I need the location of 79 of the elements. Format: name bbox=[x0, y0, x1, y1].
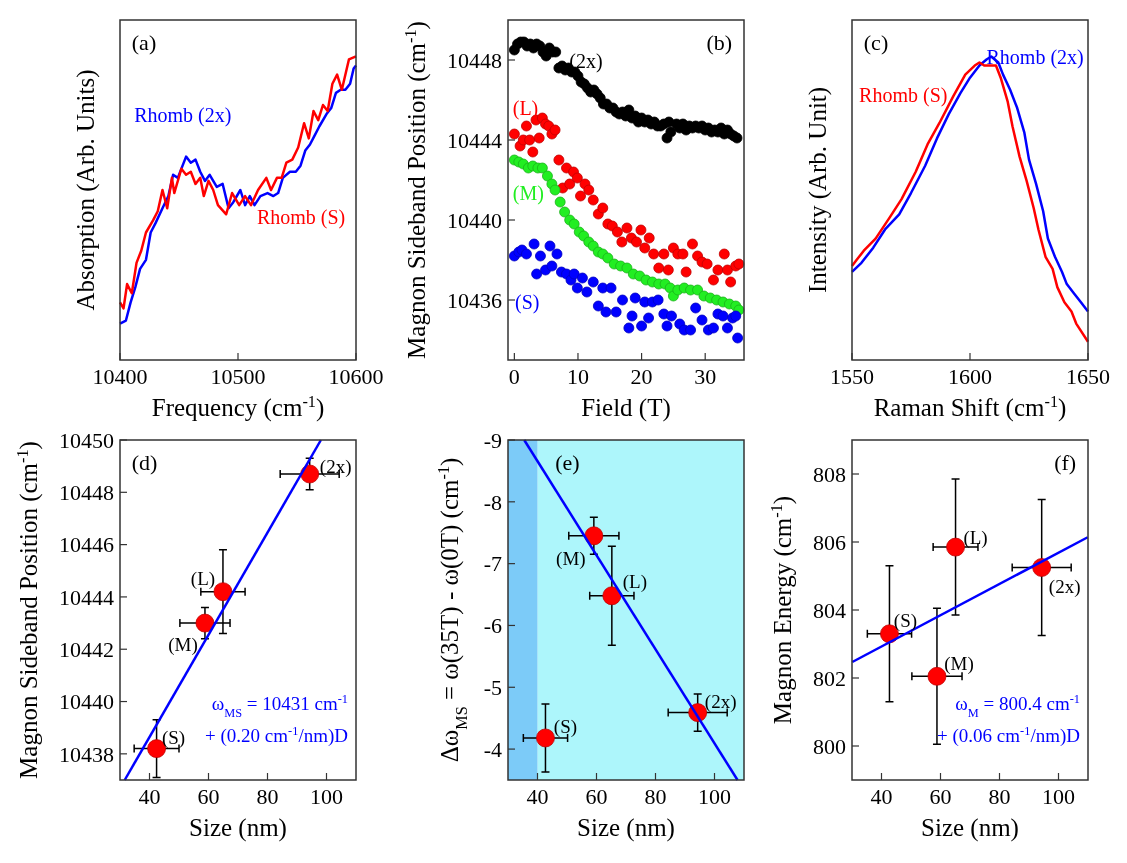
x-axis-title: Frequency (cm$^{-1}$) bbox=[151, 393, 325, 422]
annotation: (S) bbox=[553, 715, 578, 738]
annotation: ω$_{MS}$ = 10431 cm$^{-1}$ bbox=[211, 692, 348, 720]
x-tick-label: 1600 bbox=[948, 364, 992, 389]
series-label: (M) bbox=[512, 182, 544, 206]
annotation: (d) bbox=[131, 450, 158, 475]
x-tick-label: 80 bbox=[256, 784, 279, 809]
annotation: (L) bbox=[963, 526, 988, 549]
annotation: (M) bbox=[168, 633, 198, 656]
y-tick-label: 802 bbox=[813, 665, 846, 691]
x-axis-title: Size (nm) bbox=[189, 814, 287, 842]
y-tick-label: 10444 bbox=[447, 127, 502, 153]
y-tick-label: -8 bbox=[483, 489, 502, 515]
x-axis-title: Raman Shift (cm$^{-1}$) bbox=[873, 393, 1067, 422]
series-label: (S) bbox=[515, 291, 540, 314]
y-tick-label: 10448 bbox=[59, 480, 114, 506]
text: Rhomb (2x) bbox=[134, 104, 232, 127]
y-tick-label: 10440 bbox=[59, 689, 114, 715]
y-tick-label: 806 bbox=[813, 529, 846, 555]
annotation: (2x) bbox=[704, 691, 737, 714]
x-tick-label: 60 bbox=[585, 784, 608, 809]
x-tick-label: 60 bbox=[929, 784, 952, 809]
y-tick-label: -5 bbox=[483, 674, 502, 700]
x-tick-label: 10500 bbox=[210, 364, 266, 389]
y-tick-label: 10438 bbox=[59, 741, 114, 767]
annotation: (S) bbox=[161, 727, 186, 750]
y-tick-label: -7 bbox=[483, 551, 502, 577]
x-tick-label: 30 bbox=[694, 364, 717, 389]
x-tick-label: 40 bbox=[870, 784, 893, 809]
series-label: Rhomb (S) bbox=[859, 83, 948, 107]
annotation: + (0.06 cm$^{-1}$/nm)D bbox=[937, 724, 1080, 747]
annotation: (L) bbox=[622, 571, 647, 594]
y-axis-title: Absorption (Arb. Units) bbox=[72, 69, 100, 311]
text: (c) bbox=[863, 30, 889, 55]
y-tick-label: 10440 bbox=[447, 207, 502, 233]
y-tick-label: 10450 bbox=[59, 427, 114, 453]
x-axis-title: Size (nm) bbox=[577, 814, 675, 842]
annotation: + (0.20 cm$^{-1}$/nm)D bbox=[205, 724, 348, 747]
x-tick-label: 80 bbox=[644, 784, 667, 809]
x-axis-title: Size (nm) bbox=[921, 814, 1019, 842]
y-tick-label: 800 bbox=[813, 733, 846, 759]
annotation: (M) bbox=[556, 548, 586, 571]
x-tick-label: 10600 bbox=[328, 364, 384, 389]
y-tick-label: 804 bbox=[813, 597, 846, 623]
x-tick-label: 20 bbox=[630, 364, 653, 389]
annotation: (M) bbox=[944, 652, 974, 675]
x-tick-label: 40 bbox=[526, 784, 549, 809]
x-tick-label: 10 bbox=[566, 364, 589, 389]
x-axis-title: Field (T) bbox=[581, 394, 671, 422]
y-tick-label: -6 bbox=[483, 613, 502, 639]
annotation: (b) bbox=[706, 30, 733, 55]
annotation: ω$_{M}$ = 800.4 cm$^{-1}$ bbox=[955, 692, 1080, 720]
x-tick-label: 80 bbox=[988, 784, 1011, 809]
annotation: (f) bbox=[1054, 450, 1077, 475]
x-tick-label: 10400 bbox=[92, 364, 148, 389]
y-tick-label: -4 bbox=[483, 736, 502, 762]
annotation: (2x) bbox=[319, 455, 352, 478]
x-tick-label: 1650 bbox=[1066, 364, 1110, 389]
x-tick-label: 100 bbox=[310, 784, 343, 809]
y-tick-label: -9 bbox=[483, 427, 502, 453]
annotation: (S) bbox=[893, 610, 918, 633]
annotation: (L) bbox=[190, 568, 216, 591]
x-tick-label: 0 bbox=[508, 364, 520, 389]
y-tick-label: 10442 bbox=[59, 636, 114, 662]
y-tick-label: 10446 bbox=[59, 532, 114, 558]
y-axis-title: Intensity (Arb. Unit) bbox=[804, 86, 832, 294]
y-tick-label: 10436 bbox=[447, 287, 502, 313]
x-tick-label: 60 bbox=[197, 784, 220, 809]
x-tick-label: 1550 bbox=[830, 364, 874, 389]
series-label: Rhomb (S) bbox=[256, 206, 346, 229]
x-tick-label: 100 bbox=[698, 784, 731, 809]
x-tick-label: 40 bbox=[138, 784, 161, 809]
annotation: (2x) bbox=[1048, 576, 1081, 599]
annotation: (e) bbox=[555, 450, 580, 475]
y-tick-label: 10448 bbox=[447, 47, 502, 73]
y-tick-label: 10444 bbox=[59, 584, 114, 610]
text: (a) bbox=[131, 30, 157, 55]
x-tick-label: 100 bbox=[1042, 784, 1075, 809]
y-tick-label: 808 bbox=[813, 461, 846, 487]
